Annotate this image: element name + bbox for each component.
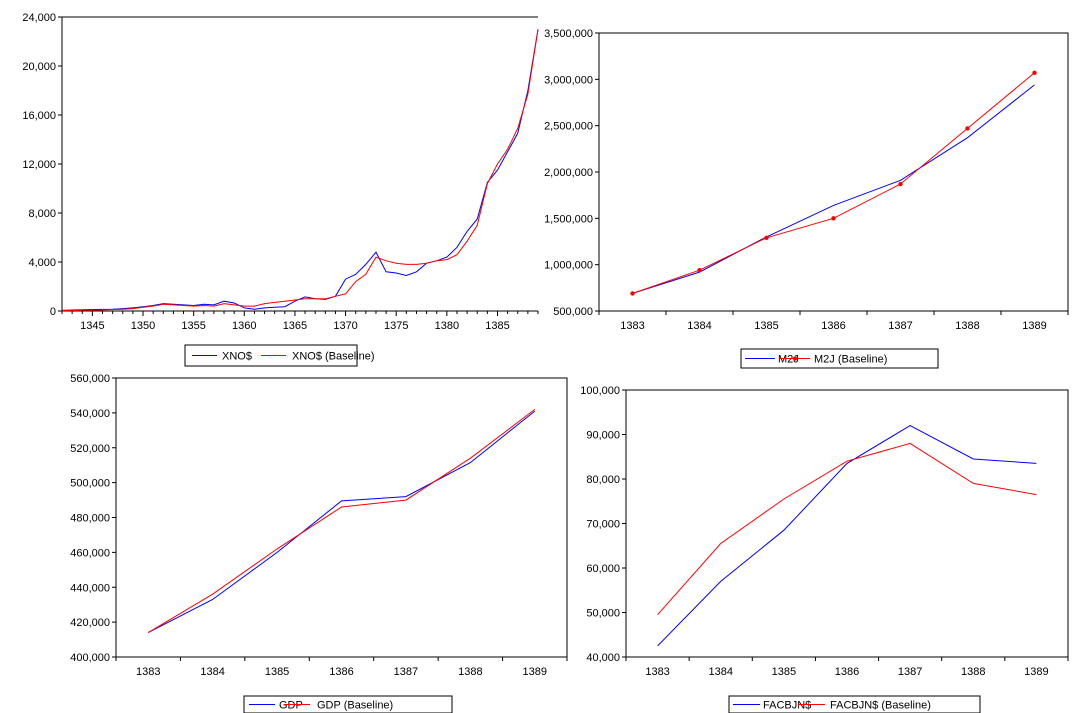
y-tick-label: 460,000 xyxy=(70,547,110,559)
x-tick-label: 1383 xyxy=(645,666,669,678)
legend-box xyxy=(243,695,453,713)
plot-frame xyxy=(598,32,1069,312)
x-tick-label: 1385 xyxy=(265,666,289,678)
x-tick-label: 1365 xyxy=(283,320,307,332)
y-tick-label: 12,000 xyxy=(22,159,56,171)
y-tick-label: 2,000,000 xyxy=(544,167,593,179)
legend-label-1: FACBJN$ xyxy=(763,700,811,712)
y-tick-label: 440,000 xyxy=(70,582,110,594)
legend-label-1: XNO$ xyxy=(222,351,252,363)
y-tick-label: 400,000 xyxy=(70,652,110,664)
y-tick-label: 520,000 xyxy=(70,443,110,455)
y-tick-label: 24,000 xyxy=(22,12,56,24)
y-tick-label: 80,000 xyxy=(586,474,620,486)
series-point xyxy=(1032,70,1037,76)
y-tick-label: 0 xyxy=(50,306,56,318)
legend-label-1: GDP xyxy=(279,700,303,712)
x-tick-label: 1350 xyxy=(131,320,155,332)
legend-marker xyxy=(792,356,798,361)
y-tick-label: 4,000 xyxy=(28,257,56,269)
plot-frame xyxy=(625,389,1069,658)
series-point xyxy=(965,126,970,131)
series-line-2 xyxy=(61,29,539,312)
y-tick-label: 1,500,000 xyxy=(544,213,593,225)
y-tick-label: 2,500,000 xyxy=(544,121,593,133)
plot-frame xyxy=(115,377,568,658)
y-tick-label: 420,000 xyxy=(70,617,110,629)
y-tick-label: 40,000 xyxy=(586,652,620,664)
x-tick-label: 1384 xyxy=(687,320,711,332)
y-tick-label: 540,000 xyxy=(70,408,110,420)
x-tick-label: 1345 xyxy=(80,320,104,332)
series-line-1 xyxy=(147,410,536,634)
x-tick-label: 1384 xyxy=(200,666,224,678)
y-tick-label: 480,000 xyxy=(70,513,110,525)
y-tick-label: 8,000 xyxy=(28,208,56,220)
series-line-2 xyxy=(632,72,1035,294)
x-tick-label: 1383 xyxy=(136,666,160,678)
x-tick-label: 1385 xyxy=(772,666,796,678)
chart-3: 400,000 420,000 440,000 460,000 480,000 500,0… xyxy=(70,373,568,713)
x-tick-label: 1387 xyxy=(394,666,418,678)
y-tick-label: 560,000 xyxy=(70,373,110,385)
y-tick-label: 100,000 xyxy=(580,385,620,397)
y-tick-label: 16,000 xyxy=(22,110,56,122)
x-tick-label: 1385 xyxy=(754,320,778,332)
y-tick-label: 3,500,000 xyxy=(544,28,593,40)
x-tick-label: 1380 xyxy=(435,320,459,332)
series-line-2 xyxy=(147,409,536,634)
x-tick-label: 1388 xyxy=(955,320,979,332)
series-point xyxy=(630,291,635,296)
series-line-1 xyxy=(61,29,539,311)
x-tick-label: 1370 xyxy=(333,320,357,332)
y-tick-label: 60,000 xyxy=(586,563,620,575)
y-tick-label: 20,000 xyxy=(22,61,56,73)
series-point xyxy=(898,181,903,187)
legend-label-2: XNO$ (Baseline) xyxy=(292,351,375,363)
x-tick-label: 1387 xyxy=(888,320,912,332)
x-tick-label: 1389 xyxy=(1022,320,1046,332)
chart-1: 0 4,000 8,000 12,000 16,000 20,000 24,000 1345 1… xyxy=(22,12,539,367)
legend-label-2: M2J (Baseline) xyxy=(814,354,887,366)
plot-frame xyxy=(61,16,538,312)
x-tick-label: 1355 xyxy=(181,320,205,332)
y-tick-label: 3,000,000 xyxy=(544,74,593,86)
series-point xyxy=(831,216,836,221)
series-point xyxy=(697,268,702,273)
x-tick-label: 1388 xyxy=(458,666,482,678)
x-tick-label: 1386 xyxy=(821,320,845,332)
legend-box xyxy=(728,695,981,713)
x-tick-label: 1389 xyxy=(523,666,547,678)
y-tick-label: 1,000,000 xyxy=(544,260,593,272)
y-tick-label: 500,000 xyxy=(70,478,110,490)
legend-label-2: GDP (Baseline) xyxy=(317,700,393,712)
series-line-2 xyxy=(657,442,1037,616)
x-tick-label: 1383 xyxy=(620,320,644,332)
chart-2: 500,000 1,000,000 1,500,000 2,000,000 2,500,… xyxy=(544,28,1069,369)
series-point xyxy=(764,235,769,240)
series-line-1 xyxy=(657,425,1037,647)
x-tick-label: 1384 xyxy=(708,666,732,678)
y-tick-label: 70,000 xyxy=(586,519,620,531)
series-line-1 xyxy=(632,84,1035,294)
legend-label-2: FACBJN$ (Baseline) xyxy=(830,700,931,712)
x-tick-label: 1389 xyxy=(1024,666,1048,678)
chart-4: 40,000 50,000 60,000 70,000 80,000 90,000 100,… xyxy=(580,385,1069,713)
legend-label-1: M2J xyxy=(778,354,799,366)
x-tick-label: 1388 xyxy=(961,666,985,678)
x-tick-label: 1386 xyxy=(329,666,353,678)
y-tick-label: 50,000 xyxy=(586,608,620,620)
x-tick-label: 1360 xyxy=(232,320,256,332)
x-tick-label: 1386 xyxy=(835,666,859,678)
x-tick-label: 1385 xyxy=(485,320,509,332)
legend-box xyxy=(740,348,939,369)
y-tick-label: 90,000 xyxy=(586,430,620,442)
y-tick-label: 500,000 xyxy=(553,306,593,318)
x-tick-label: 1375 xyxy=(384,320,408,332)
x-tick-label: 1387 xyxy=(898,666,922,678)
